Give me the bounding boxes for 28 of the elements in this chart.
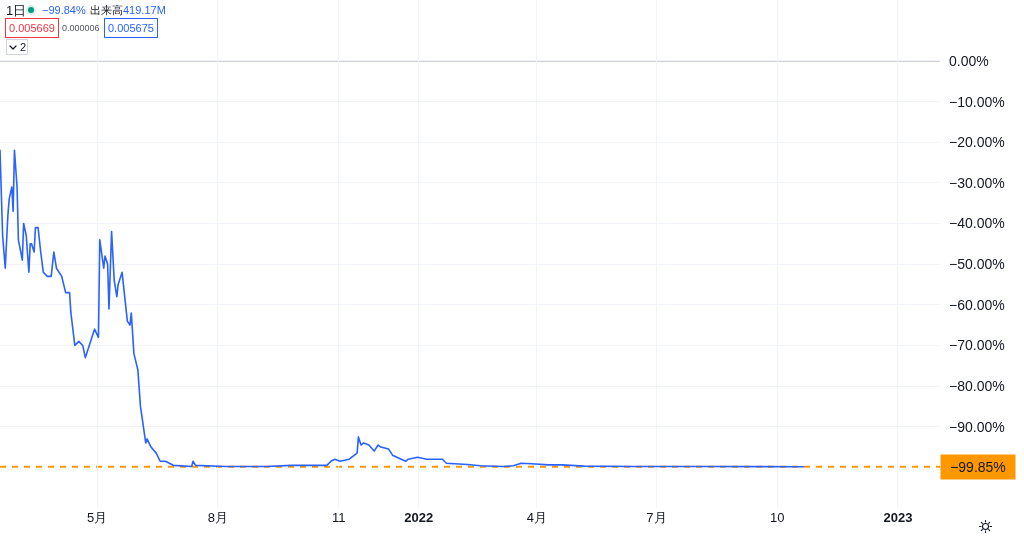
annotation: 出来高 bbox=[90, 4, 123, 16]
x-tick-label: 10 bbox=[769, 510, 785, 525]
y-tick-label: −50.00% bbox=[949, 256, 1005, 273]
annotation: 419.17M bbox=[123, 4, 166, 16]
y-tick-label: −80.00% bbox=[949, 377, 1005, 394]
ref-line-label: −99.85% bbox=[950, 459, 1006, 475]
x-tick-label: 11 bbox=[331, 510, 346, 525]
annotation: 0.000006 bbox=[62, 23, 100, 33]
y-tick-label: −60.00% bbox=[949, 296, 1005, 313]
y-tick-label: −30.00% bbox=[949, 174, 1005, 191]
y-tick-label: −40.00% bbox=[949, 215, 1005, 232]
y-tick-label: −70.00% bbox=[949, 337, 1005, 354]
x-tick-label: 7月 bbox=[646, 510, 667, 525]
annotation: 0.005669 bbox=[9, 22, 55, 34]
y-tick-label: −10.00% bbox=[949, 93, 1005, 110]
y-tick-label: −90.00% bbox=[949, 418, 1005, 435]
annotation: 0.005675 bbox=[108, 22, 154, 34]
annotation: 2 bbox=[19, 41, 26, 53]
x-tick-label: 4月 bbox=[526, 510, 548, 525]
line-series bbox=[0, 149, 805, 468]
x-tick-label: 2023 bbox=[883, 510, 913, 525]
annotation: −99.84% bbox=[42, 4, 86, 16]
x-tick-label: 8月 bbox=[207, 510, 229, 525]
y-tick-label: 0.00% bbox=[949, 52, 989, 69]
chart-title: 1日 bbox=[6, 2, 27, 18]
x-tick-label: 5月 bbox=[87, 510, 108, 525]
y-tick-label: −20.00% bbox=[949, 134, 1005, 151]
x-tick-label: 2022 bbox=[404, 510, 434, 525]
